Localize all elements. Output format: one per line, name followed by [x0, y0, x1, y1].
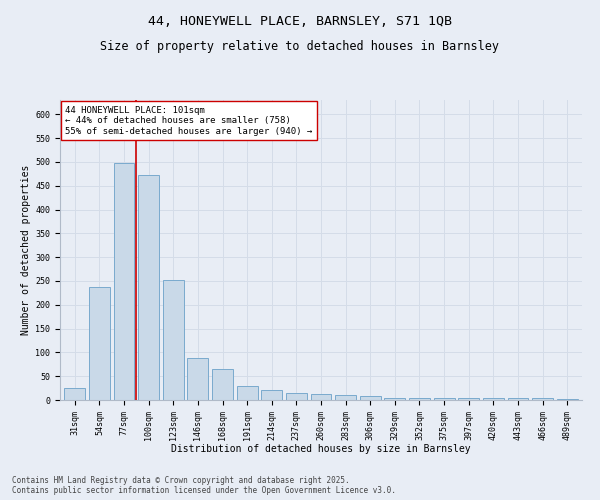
- Bar: [335, 395, 356, 400]
- Bar: [163, 280, 184, 400]
- Bar: [113, 164, 134, 400]
- Bar: [385, 398, 406, 400]
- Y-axis label: Number of detached properties: Number of detached properties: [21, 165, 31, 335]
- Bar: [532, 398, 553, 400]
- Bar: [458, 398, 479, 400]
- Text: 44 HONEYWELL PLACE: 101sqm
← 44% of detached houses are smaller (758)
55% of sem: 44 HONEYWELL PLACE: 101sqm ← 44% of deta…: [65, 106, 313, 136]
- Bar: [138, 175, 159, 400]
- Bar: [187, 358, 208, 400]
- Bar: [483, 398, 504, 400]
- Bar: [508, 398, 529, 400]
- Text: Contains HM Land Registry data © Crown copyright and database right 2025.
Contai: Contains HM Land Registry data © Crown c…: [12, 476, 396, 495]
- Bar: [360, 396, 381, 400]
- Bar: [236, 386, 257, 400]
- Bar: [557, 398, 578, 400]
- Bar: [311, 394, 331, 400]
- Bar: [286, 393, 307, 400]
- Bar: [409, 398, 430, 400]
- Bar: [64, 388, 85, 400]
- Bar: [212, 369, 233, 400]
- Bar: [261, 390, 282, 400]
- Bar: [89, 286, 110, 400]
- X-axis label: Distribution of detached houses by size in Barnsley: Distribution of detached houses by size …: [171, 444, 471, 454]
- Text: Size of property relative to detached houses in Barnsley: Size of property relative to detached ho…: [101, 40, 499, 53]
- Text: 44, HONEYWELL PLACE, BARNSLEY, S71 1QB: 44, HONEYWELL PLACE, BARNSLEY, S71 1QB: [148, 15, 452, 28]
- Bar: [434, 398, 455, 400]
